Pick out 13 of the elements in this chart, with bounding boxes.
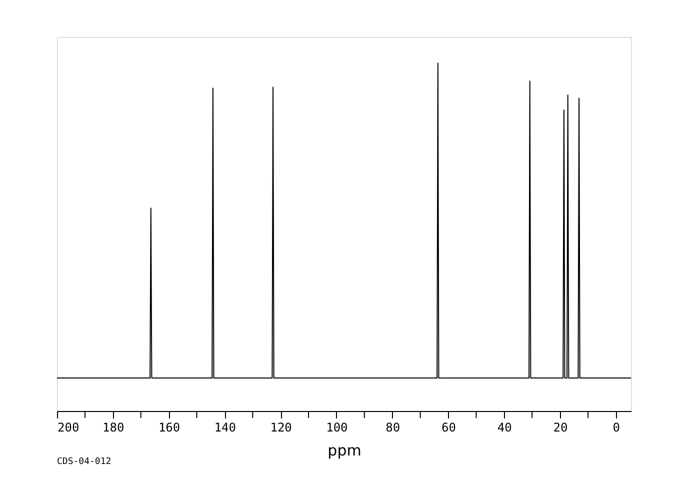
x-tick-label: 0	[612, 420, 620, 434]
x-tick-label: 60	[442, 420, 456, 434]
text: CDS-04-012	[57, 457, 112, 467]
x-tick-label: 100	[326, 420, 348, 434]
x-axis-title: ppm	[328, 442, 362, 460]
x-tick-label: 140	[214, 420, 236, 434]
x-tick-label: 200	[58, 420, 80, 434]
x-tick-label: 20	[553, 420, 568, 434]
x-tick-label: 180	[102, 420, 124, 434]
x-tick-label: 120	[270, 420, 292, 434]
x-tick-label: 40	[497, 420, 512, 434]
x-tick-label: 80	[386, 420, 400, 434]
x-tick-label: 160	[158, 420, 180, 434]
